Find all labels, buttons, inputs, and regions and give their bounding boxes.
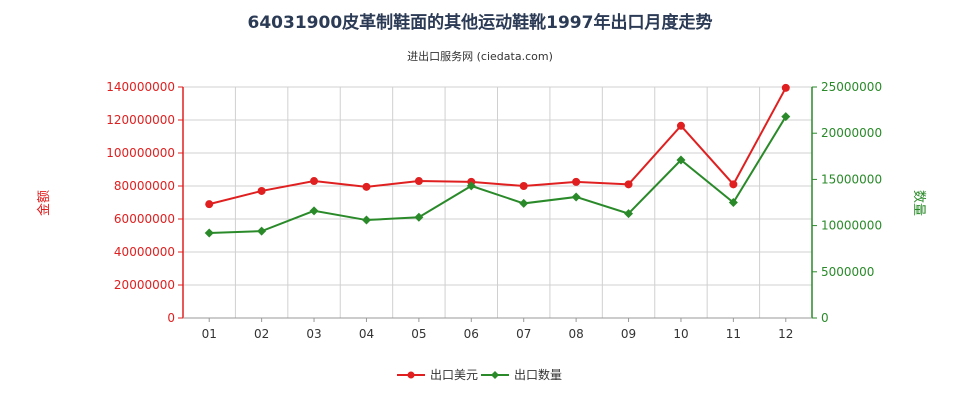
- x-axis-ticks: 01 02 03 04 05 06 07 08 09 10 11 12: [202, 318, 793, 341]
- left-tick-label: 100000000: [106, 146, 175, 160]
- legend-item-qty: 出口数量: [481, 367, 562, 382]
- right-tick-label: 25000000: [821, 80, 882, 94]
- data-point-qty: [204, 228, 214, 238]
- legend-marker-qty: [491, 371, 499, 379]
- left-axis-ticks: 0 20000000 40000000 60000000 80000000 1000000…: [106, 80, 183, 325]
- x-tick-label: 11: [726, 327, 741, 341]
- data-point-usd: [781, 83, 790, 92]
- data-point-usd: [624, 180, 633, 189]
- series-layer: [204, 83, 791, 238]
- left-tick-label: 0: [167, 311, 175, 325]
- data-point-usd: [676, 121, 685, 130]
- right-tick-label: 0: [821, 311, 829, 325]
- left-tick-label: 20000000: [114, 278, 175, 292]
- right-tick-label: 20000000: [821, 126, 882, 140]
- data-point-qty: [309, 206, 319, 216]
- data-point-qty: [781, 112, 791, 122]
- data-point-qty: [361, 215, 371, 225]
- data-point-usd: [257, 186, 266, 195]
- left-tick-label: 40000000: [114, 245, 175, 259]
- left-tick-label: 120000000: [106, 113, 175, 127]
- data-point-qty: [257, 226, 267, 236]
- left-tick-label: 80000000: [114, 179, 175, 193]
- chart-subtitle: 进出口服务网 (ciedata.com): [407, 50, 553, 63]
- right-tick-label: 10000000: [821, 219, 882, 233]
- x-tick-label: 06: [464, 327, 479, 341]
- axes: [182, 87, 813, 319]
- left-axis-label: 金额: [36, 190, 52, 216]
- data-point-qty: [571, 192, 581, 202]
- left-tick-label: 60000000: [114, 212, 175, 226]
- x-tick-label: 04: [359, 327, 374, 341]
- data-point-qty: [728, 198, 738, 207]
- x-tick-label: 01: [202, 327, 217, 341]
- right-tick-label: 15000000: [821, 172, 882, 186]
- legend-label-usd: 出口美元: [430, 368, 478, 382]
- data-point-qty: [519, 198, 529, 208]
- data-point-qty: [466, 181, 476, 191]
- data-point-usd: [310, 177, 319, 186]
- x-tick-label: 08: [568, 327, 583, 341]
- x-tick-label: 03: [306, 327, 321, 341]
- chart-title: 64031900皮革制鞋面的其他运动鞋靴1997年出口月度走势: [247, 13, 713, 33]
- x-tick-label: 07: [516, 327, 531, 341]
- legend-marker-usd: [407, 371, 415, 379]
- series-line-qty: [209, 116, 787, 234]
- data-point-usd: [362, 182, 371, 191]
- x-tick-label: 02: [254, 327, 269, 341]
- data-point-usd: [519, 182, 528, 190]
- legend-item-usd: 出口美元: [397, 368, 478, 382]
- x-tick-label: 12: [778, 327, 793, 341]
- legend-label-qty: 出口数量: [514, 367, 562, 382]
- legend: 出口美元 出口数量: [397, 367, 562, 382]
- data-point-qty: [624, 209, 634, 219]
- right-axis-ticks: 0 5000000 10000000 15000000 20000000 25000000: [812, 80, 882, 325]
- series-line-usd: [208, 87, 787, 206]
- x-tick-label: 09: [621, 327, 636, 341]
- data-point-qty: [414, 212, 424, 222]
- data-point-usd: [729, 180, 738, 189]
- data-point-usd: [205, 200, 214, 209]
- grid: [182, 86, 813, 319]
- x-tick-label: 05: [411, 327, 426, 341]
- right-axis-label: 数量: [911, 190, 926, 216]
- x-tick-label: 10: [673, 327, 688, 341]
- data-point-usd: [572, 177, 581, 186]
- left-tick-label: 140000000: [106, 80, 175, 94]
- data-point-qty: [676, 155, 686, 165]
- right-tick-label: 5000000: [821, 265, 874, 279]
- data-point-usd: [414, 177, 423, 186]
